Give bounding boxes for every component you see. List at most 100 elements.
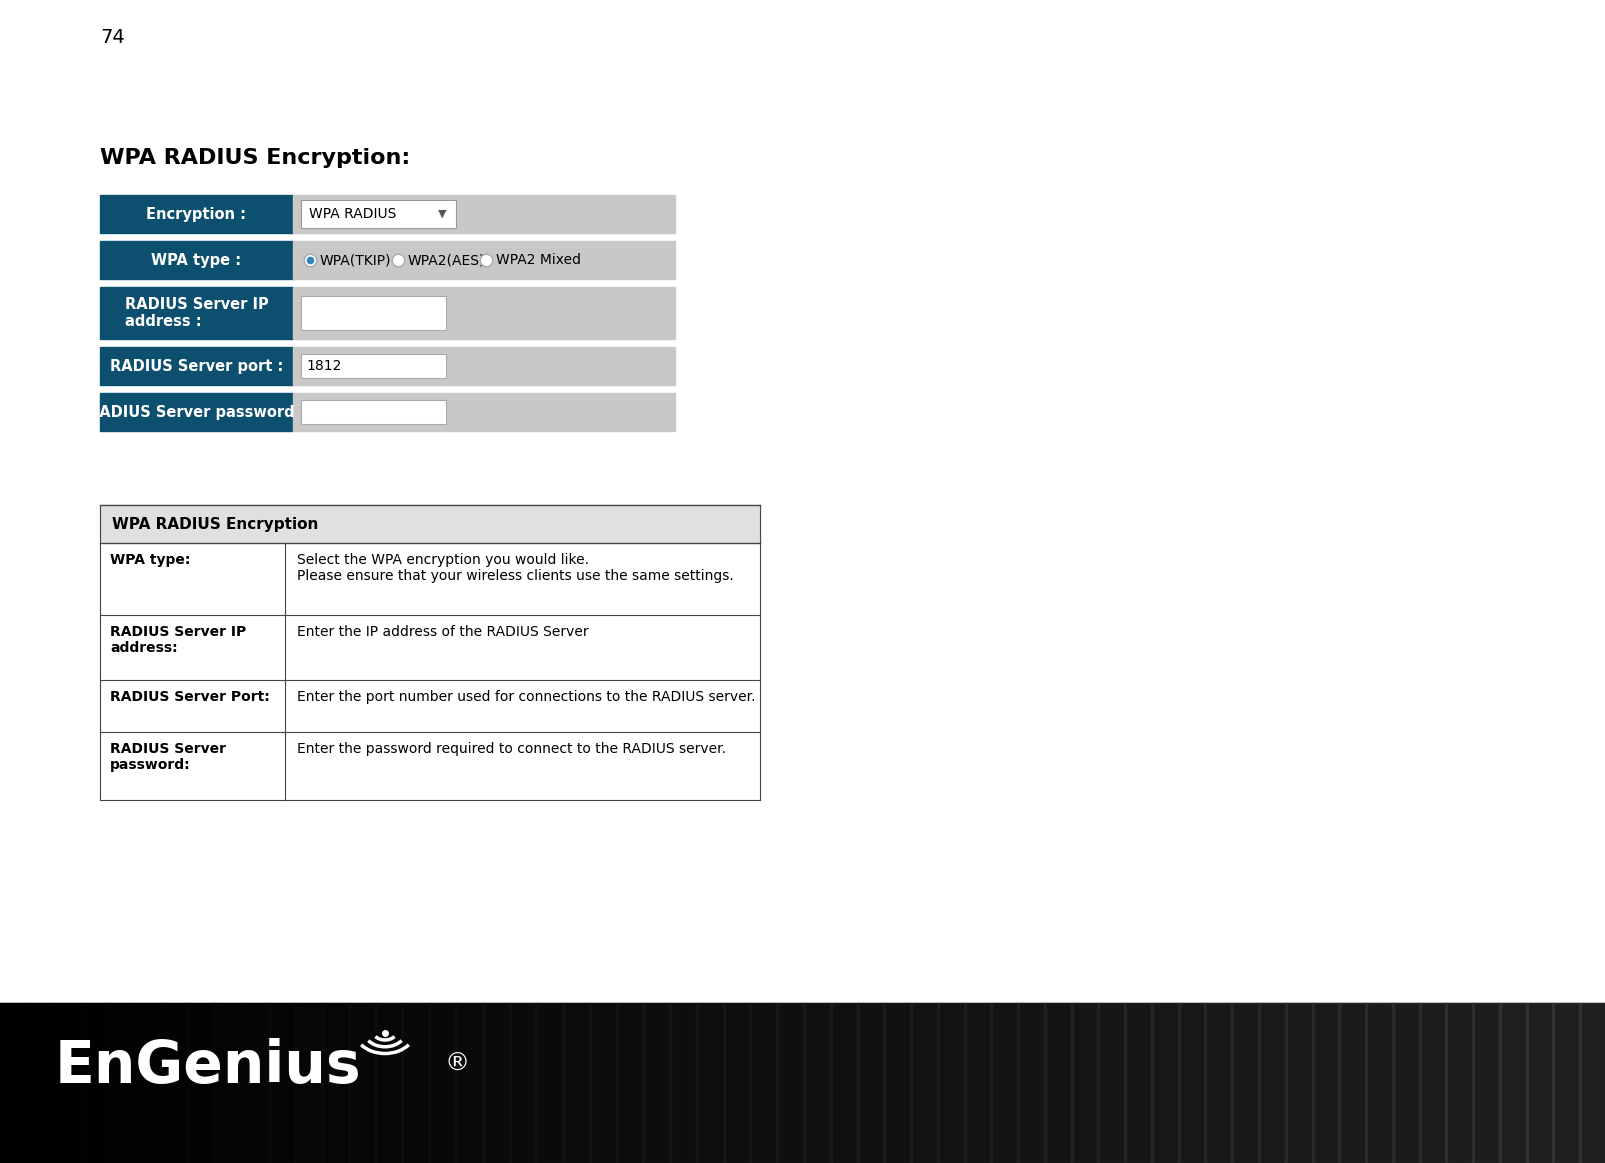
Bar: [1096, 1003, 1125, 1163]
Bar: [990, 1003, 1019, 1163]
Bar: [1497, 1003, 1526, 1163]
Text: WPA type :: WPA type :: [151, 252, 241, 267]
Bar: [348, 1003, 377, 1163]
Bar: [589, 1003, 618, 1163]
Bar: [401, 1003, 430, 1163]
Text: WPA RADIUS Encryption: WPA RADIUS Encryption: [112, 516, 318, 531]
Bar: [883, 1003, 912, 1163]
Text: ▼: ▼: [438, 209, 446, 219]
Bar: [100, 241, 292, 279]
Bar: [936, 1003, 965, 1163]
Bar: [27, 1003, 56, 1163]
Bar: [1337, 1003, 1366, 1163]
Bar: [1016, 1003, 1045, 1163]
Bar: [100, 680, 759, 732]
Text: Enter the port number used for connections to the RADIUS server.: Enter the port number used for connectio…: [297, 690, 754, 704]
Bar: [292, 241, 674, 279]
Bar: [750, 1003, 778, 1163]
Bar: [292, 287, 674, 338]
Bar: [100, 195, 292, 233]
Bar: [1417, 1003, 1446, 1163]
Bar: [100, 347, 292, 385]
Bar: [0, 1003, 1605, 1163]
Bar: [100, 615, 759, 680]
Bar: [802, 1003, 831, 1163]
FancyBboxPatch shape: [300, 400, 446, 424]
Text: RADIUS Server IP
address:: RADIUS Server IP address:: [109, 625, 246, 655]
FancyBboxPatch shape: [300, 200, 456, 228]
Bar: [292, 195, 674, 233]
FancyBboxPatch shape: [300, 354, 446, 378]
Bar: [615, 1003, 644, 1163]
Bar: [642, 1003, 671, 1163]
Bar: [321, 1003, 350, 1163]
Text: Select the WPA encryption you would like.
Please ensure that your wireless clien: Select the WPA encryption you would like…: [297, 552, 733, 583]
Bar: [100, 505, 759, 543]
Bar: [910, 1003, 939, 1163]
Bar: [133, 1003, 162, 1163]
Bar: [695, 1003, 724, 1163]
Text: RADIUS Server IP
address :: RADIUS Server IP address :: [125, 297, 268, 329]
Bar: [775, 1003, 804, 1163]
Bar: [292, 393, 674, 431]
Bar: [1231, 1003, 1260, 1163]
Bar: [1311, 1003, 1340, 1163]
Bar: [1364, 1003, 1393, 1163]
Bar: [100, 543, 759, 615]
Text: RADIUS Server Port:: RADIUS Server Port:: [109, 690, 270, 704]
Bar: [830, 1003, 859, 1163]
Bar: [562, 1003, 591, 1163]
Bar: [188, 1003, 217, 1163]
Bar: [1124, 1003, 1152, 1163]
Text: WPA RADIUS: WPA RADIUS: [308, 207, 396, 221]
Bar: [108, 1003, 136, 1163]
Bar: [1257, 1003, 1286, 1163]
Bar: [160, 1003, 189, 1163]
Bar: [53, 1003, 82, 1163]
Bar: [80, 1003, 109, 1163]
Bar: [100, 393, 292, 431]
Bar: [1472, 1003, 1501, 1163]
Text: EnGenius: EnGenius: [55, 1039, 361, 1096]
Bar: [374, 1003, 403, 1163]
Bar: [669, 1003, 698, 1163]
Bar: [268, 1003, 297, 1163]
Bar: [1552, 1003, 1581, 1163]
Text: RADIUS Server password :: RADIUS Server password :: [88, 405, 305, 420]
Text: WPA type:: WPA type:: [109, 552, 191, 568]
Text: Enter the IP address of the RADIUS Server: Enter the IP address of the RADIUS Serve…: [297, 625, 589, 638]
Bar: [1525, 1003, 1554, 1163]
Bar: [722, 1003, 751, 1163]
Bar: [1176, 1003, 1205, 1163]
Bar: [294, 1003, 323, 1163]
Bar: [213, 1003, 242, 1163]
Bar: [429, 1003, 457, 1163]
Bar: [1043, 1003, 1072, 1163]
Bar: [963, 1003, 992, 1163]
Text: RADIUS Server
password:: RADIUS Server password:: [109, 742, 226, 772]
Text: 1812: 1812: [307, 359, 342, 373]
Text: 74: 74: [100, 28, 125, 47]
Bar: [292, 347, 674, 385]
Bar: [1392, 1003, 1420, 1163]
Bar: [1578, 1003, 1605, 1163]
Bar: [100, 732, 759, 800]
Text: Encryption :: Encryption :: [146, 207, 246, 221]
Text: WPA2(AES): WPA2(AES): [408, 254, 485, 267]
Bar: [509, 1003, 538, 1163]
Text: RADIUS Server port :: RADIUS Server port :: [109, 358, 282, 373]
Text: WPA RADIUS Encryption:: WPA RADIUS Encryption:: [100, 148, 409, 167]
Bar: [1151, 1003, 1180, 1163]
Text: ®: ®: [445, 1053, 470, 1076]
Bar: [454, 1003, 483, 1163]
Text: WPA(TKIP): WPA(TKIP): [319, 254, 392, 267]
Bar: [1071, 1003, 1099, 1163]
Bar: [1204, 1003, 1233, 1163]
Bar: [482, 1003, 510, 1163]
Bar: [534, 1003, 563, 1163]
Text: Enter the password required to connect to the RADIUS server.: Enter the password required to connect t…: [297, 742, 725, 756]
Text: WPA2 Mixed: WPA2 Mixed: [496, 254, 581, 267]
Bar: [1284, 1003, 1313, 1163]
Bar: [0, 1003, 29, 1163]
Bar: [1444, 1003, 1473, 1163]
